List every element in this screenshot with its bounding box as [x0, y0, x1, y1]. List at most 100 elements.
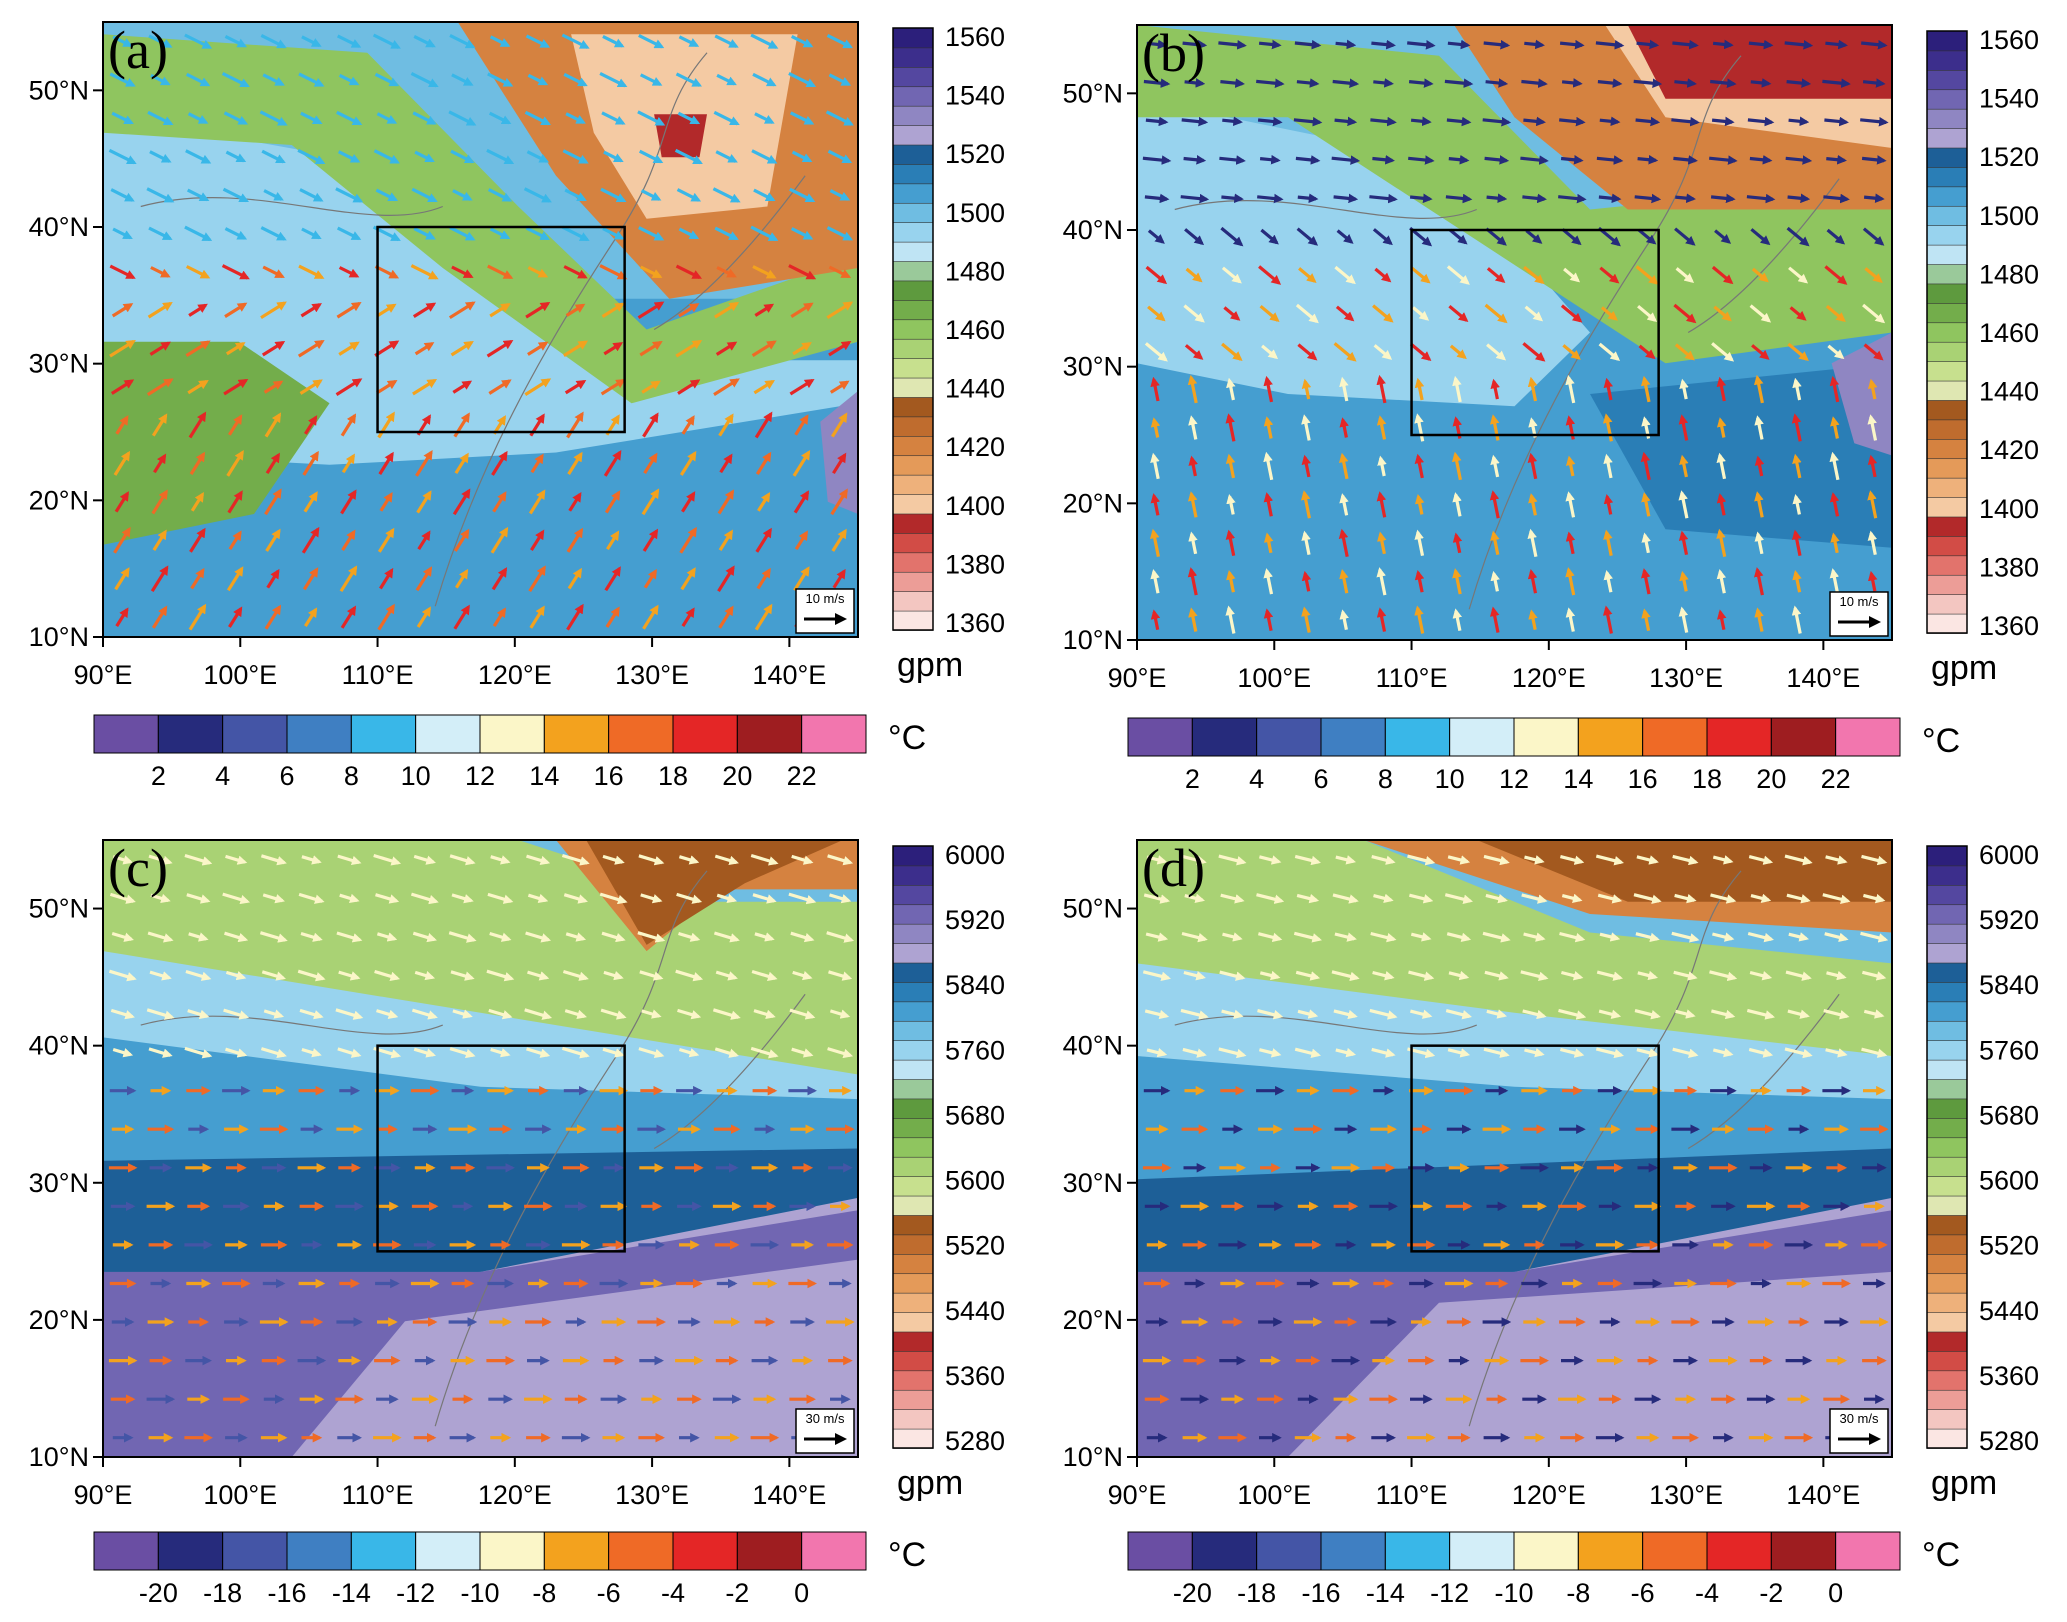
wind-vector: [1710, 78, 1737, 88]
wind-vectors: [108, 853, 855, 1443]
lat-tick-label: 40°N: [1063, 1031, 1123, 1061]
colorbar-segment: [892, 47, 934, 68]
wind-vector: [1716, 528, 1727, 558]
wind-vector: [829, 189, 851, 201]
wind-vector: [492, 607, 506, 627]
wind-vector: [115, 415, 129, 435]
wind-vector: [150, 893, 171, 904]
lon-tick-label: 90°E: [74, 660, 133, 690]
wind-vector: [678, 303, 700, 318]
temperature-colorbar-label: -8: [532, 1578, 556, 1608]
wind-vector: [224, 34, 248, 48]
wind-vector: [1259, 154, 1281, 165]
wind-vector: [1595, 1047, 1624, 1059]
lon-tick-label: 140°E: [1786, 1480, 1860, 1510]
wind-vector: [109, 72, 136, 87]
lon-tick-label: 100°E: [1237, 1480, 1311, 1510]
wind-vector: [1565, 491, 1576, 518]
wind-vector: [1635, 932, 1660, 943]
temperature-colorbar-label: 0: [1828, 1578, 1843, 1608]
wind-vector: [414, 970, 436, 981]
wind-vector: [565, 303, 586, 317]
wind-vector: [528, 565, 546, 593]
wind-vector: [1447, 39, 1471, 50]
wind-vector: [1524, 39, 1545, 50]
wind-vector: [487, 892, 514, 904]
wind-vector: [413, 854, 436, 865]
wind-vector: [1671, 931, 1700, 943]
wind-vector: [1184, 893, 1205, 904]
wind-vector: [262, 73, 285, 86]
wind-vector: [1867, 378, 1878, 400]
colorbar-segment: [1191, 717, 1258, 757]
colorbar-segment: [1384, 1531, 1451, 1571]
temperature-colorbar-label: 4: [1249, 764, 1264, 794]
wind-vector: [1188, 455, 1198, 477]
wind-vector: [1861, 854, 1888, 866]
wind-vector: [790, 227, 814, 240]
colorbar-segment: [1926, 1272, 1968, 1294]
wind-vector: [1301, 378, 1312, 400]
study-region-box: [376, 225, 626, 434]
wind-vector: [1452, 608, 1462, 632]
colorbar-segment: [1926, 438, 1968, 460]
wind-vector: [1789, 306, 1807, 321]
temperature-colorbar-label: -14: [1366, 1578, 1405, 1608]
wind-vector: [260, 301, 287, 320]
wind-vector: [1521, 893, 1548, 904]
height-colorbar-label: 5360: [945, 1361, 1005, 1391]
wind-vector: [340, 605, 357, 629]
wind-vector: [1784, 40, 1814, 50]
wind-vector: [527, 970, 550, 981]
wind-vector: [1180, 193, 1210, 204]
wind-vector: [184, 1046, 213, 1059]
wind-vector: [1485, 78, 1509, 88]
temperature-colorbar-label: -18: [1237, 1578, 1276, 1608]
wind-vector: [1754, 415, 1764, 440]
colorbar-segment: [892, 1175, 934, 1197]
wind-vector: [149, 150, 172, 163]
wind-vector: [1716, 417, 1727, 438]
coastline: [1174, 55, 1840, 610]
wind-vector: [1409, 893, 1434, 904]
wind-vector: [1602, 413, 1613, 442]
reference-vector-box: [1829, 591, 1889, 637]
wind-vector: [224, 302, 248, 318]
wind-vector: [1187, 374, 1198, 404]
wind-vector: [600, 1008, 627, 1020]
wind-vector: [225, 970, 247, 981]
wind-vector: [1640, 451, 1651, 481]
lon-tick-label: 90°E: [1108, 1480, 1167, 1510]
wind-vector: [1188, 531, 1198, 555]
wind-vector: [528, 489, 546, 515]
wind-vector: [1225, 413, 1236, 442]
temperature-colorbar-label: -20: [139, 1578, 178, 1608]
lat-tick-label: 50°N: [29, 894, 89, 924]
height-colorbar-label: 5920: [945, 905, 1005, 935]
lon-tick-label: 100°E: [203, 1480, 277, 1510]
wind-vector: [337, 150, 361, 163]
wind-vector: [1376, 491, 1387, 518]
colorbar-segment: [93, 714, 159, 754]
wind-vector: [1447, 1048, 1471, 1058]
wind-vector: [1791, 605, 1802, 634]
wind-vector: [1712, 932, 1735, 942]
wind-vector: [790, 931, 815, 943]
wind-vector: [832, 568, 846, 589]
wind-vector: [675, 264, 702, 280]
wind-vector: [1749, 970, 1773, 981]
wind-vector: [601, 931, 626, 943]
wind-vector: [789, 187, 816, 203]
wind-vector: [1263, 375, 1274, 403]
wind-vector: [1825, 304, 1846, 323]
colorbar-segment: [892, 1428, 934, 1449]
wind-vector: [1483, 854, 1510, 866]
wind-vector: [1709, 155, 1738, 165]
colorbar-segment: [222, 714, 288, 754]
wind-vector: [525, 302, 551, 319]
colorbar-segment: [736, 714, 803, 754]
wind-vector: [410, 892, 439, 905]
wind-vector: [1414, 413, 1425, 442]
wind-vector: [303, 491, 318, 513]
wind-vector: [568, 492, 582, 512]
